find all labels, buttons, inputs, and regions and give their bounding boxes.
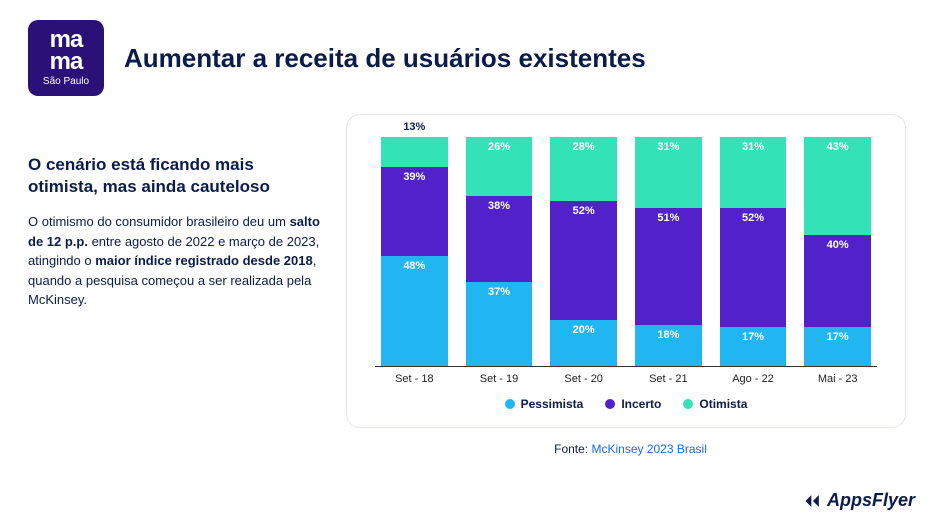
para-bold-2: maior índice registrado desde 2018	[95, 253, 312, 268]
bar-value-label: 43%	[827, 141, 849, 153]
bar-value-label: 17%	[742, 331, 764, 343]
legend-item-pessimista: Pessimista	[505, 397, 584, 411]
bar-value-label: 52%	[573, 205, 595, 217]
bar-segment-otimista: 31%	[720, 137, 787, 208]
bar-segment-incerto: 51%	[635, 208, 702, 325]
bar-column: 28% 52% 20%	[550, 137, 617, 366]
logo-sub: São Paulo	[43, 76, 89, 87]
x-axis-label: Ago - 22	[720, 373, 787, 385]
bar-value-label: 28%	[573, 141, 595, 153]
bar-value-label: 31%	[657, 141, 679, 153]
x-axis-label: Set - 21	[635, 373, 702, 385]
left-column: O cenário está ficando mais otimista, ma…	[28, 114, 328, 456]
bar-segment-otimista: 13%	[381, 137, 448, 167]
legend-label: Otimista	[699, 397, 747, 411]
bar-column: 13% 39% 48%	[381, 137, 448, 366]
bar-column: 26% 38% 37%	[466, 137, 533, 366]
bar-segment-pessimista: 17%	[720, 327, 787, 366]
paragraph: O otimismo do consumidor brasileiro deu …	[28, 212, 328, 310]
legend-swatch	[505, 399, 515, 409]
x-axis-label: Set - 18	[381, 373, 448, 385]
bar-segment-pessimista: 20%	[550, 320, 617, 366]
appsflyer-icon	[803, 491, 823, 511]
source-prefix: Fonte:	[554, 442, 591, 456]
bar-value-label: 40%	[827, 239, 849, 251]
footer-brand-text: AppsFlyer	[827, 490, 915, 511]
legend-swatch	[605, 399, 615, 409]
bar-segment-incerto: 38%	[466, 196, 533, 282]
bar-value-label: 20%	[573, 324, 595, 336]
bar-segment-pessimista: 17%	[804, 327, 871, 366]
bar-segment-pessimista: 18%	[635, 325, 702, 366]
para-text-0: O otimismo do consumidor brasileiro deu …	[28, 214, 290, 229]
event-logo: ma ma São Paulo	[28, 20, 104, 96]
bar-segment-otimista: 26%	[466, 137, 533, 196]
chart-bars: 13% 39% 48% 26% 38% 37% 28% 52% 20% 31% 51% 18% 31% 5…	[375, 137, 877, 367]
legend-swatch	[683, 399, 693, 409]
chart-card: 13% 39% 48% 26% 38% 37% 28% 52% 20% 31% 51% 18% 31% 5…	[346, 114, 906, 428]
bar-value-label: 26%	[488, 141, 510, 153]
logo-line-2: ma	[50, 51, 83, 73]
header: ma ma São Paulo Aumentar a receita de us…	[28, 20, 915, 96]
bar-column: 31% 51% 18%	[635, 137, 702, 366]
bar-value-label: 31%	[742, 141, 764, 153]
footer-brand: AppsFlyer	[803, 490, 915, 511]
x-axis-label: Set - 19	[466, 373, 533, 385]
chart-source: Fonte: McKinsey 2023 Brasil	[346, 442, 915, 456]
bar-value-label: 13%	[403, 121, 425, 133]
bar-value-label: 48%	[403, 260, 425, 272]
bar-segment-incerto: 52%	[550, 201, 617, 320]
bar-segment-otimista: 31%	[635, 137, 702, 208]
legend-label: Incerto	[621, 397, 661, 411]
bar-column: 31% 52% 17%	[720, 137, 787, 366]
legend-label: Pessimista	[521, 397, 584, 411]
bar-value-label: 18%	[657, 329, 679, 341]
legend-item-incerto: Incerto	[605, 397, 661, 411]
bar-value-label: 39%	[403, 171, 425, 183]
bar-value-label: 17%	[827, 331, 849, 343]
bar-column: 43% 40% 17%	[804, 137, 871, 366]
bar-segment-pessimista: 48%	[381, 256, 448, 366]
legend-item-otimista: Otimista	[683, 397, 747, 411]
bar-value-label: 52%	[742, 212, 764, 224]
bar-value-label: 51%	[657, 212, 679, 224]
bar-segment-incerto: 52%	[720, 208, 787, 327]
x-axis-label: Mai - 23	[804, 373, 871, 385]
source-link[interactable]: McKinsey 2023 Brasil	[591, 442, 706, 456]
subheading: O cenário está ficando mais otimista, ma…	[28, 154, 328, 198]
chart-legend: Pessimista Incerto Otimista	[375, 397, 877, 411]
bar-value-label: 37%	[488, 286, 510, 298]
slide-title: Aumentar a receita de usuários existente…	[124, 43, 646, 74]
bar-segment-otimista: 43%	[804, 137, 871, 235]
bar-segment-otimista: 28%	[550, 137, 617, 201]
bar-value-label: 38%	[488, 200, 510, 212]
x-axis-label: Set - 20	[550, 373, 617, 385]
chart-x-labels: Set - 18 Set - 19 Set - 20 Set - 21 Ago - 22…	[375, 367, 877, 385]
bar-segment-incerto: 39%	[381, 167, 448, 256]
bar-segment-incerto: 40%	[804, 235, 871, 327]
bar-segment-pessimista: 37%	[466, 282, 533, 366]
